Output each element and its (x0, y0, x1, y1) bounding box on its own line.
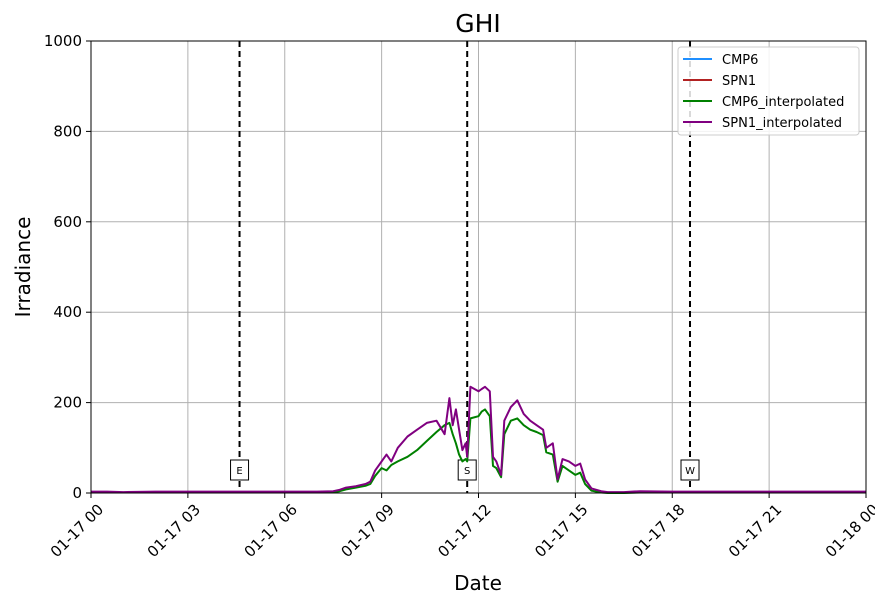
legend-label-spn1-interpolated: SPN1_interpolated (722, 116, 842, 131)
legend-label-cmp6-interpolated: CMP6_interpolated (722, 95, 844, 110)
y-tick-label: 600 (53, 213, 82, 231)
y-tick-label: 800 (53, 122, 82, 140)
chart-title: GHI (455, 9, 501, 38)
marker-label-e: E (236, 466, 242, 477)
y-axis-label: Irradiance (11, 217, 35, 318)
series-lines (91, 385, 866, 494)
series-line-spn1-interpolated (91, 385, 866, 494)
series-line-cmp6-interpolated (91, 408, 866, 494)
y-tick-label: 1000 (44, 32, 82, 50)
y-tick-label: 400 (53, 303, 82, 321)
marker-label-w: W (685, 466, 695, 477)
legend-label-cmp6: CMP6 (722, 53, 758, 68)
marker-box-e (230, 459, 250, 481)
legend-box (677, 46, 860, 136)
marker-box-w (680, 459, 700, 481)
y-tick-label: 200 (53, 394, 82, 412)
x-axis-label: Date (454, 571, 502, 595)
y-tick-label: 0 (72, 484, 82, 502)
marker-label-s: S (464, 466, 470, 477)
legend: CMP6 SPN1 CMP6_interpolated SPN1_interpolat… (677, 46, 860, 136)
legend-label-spn1: SPN1 (722, 74, 756, 89)
